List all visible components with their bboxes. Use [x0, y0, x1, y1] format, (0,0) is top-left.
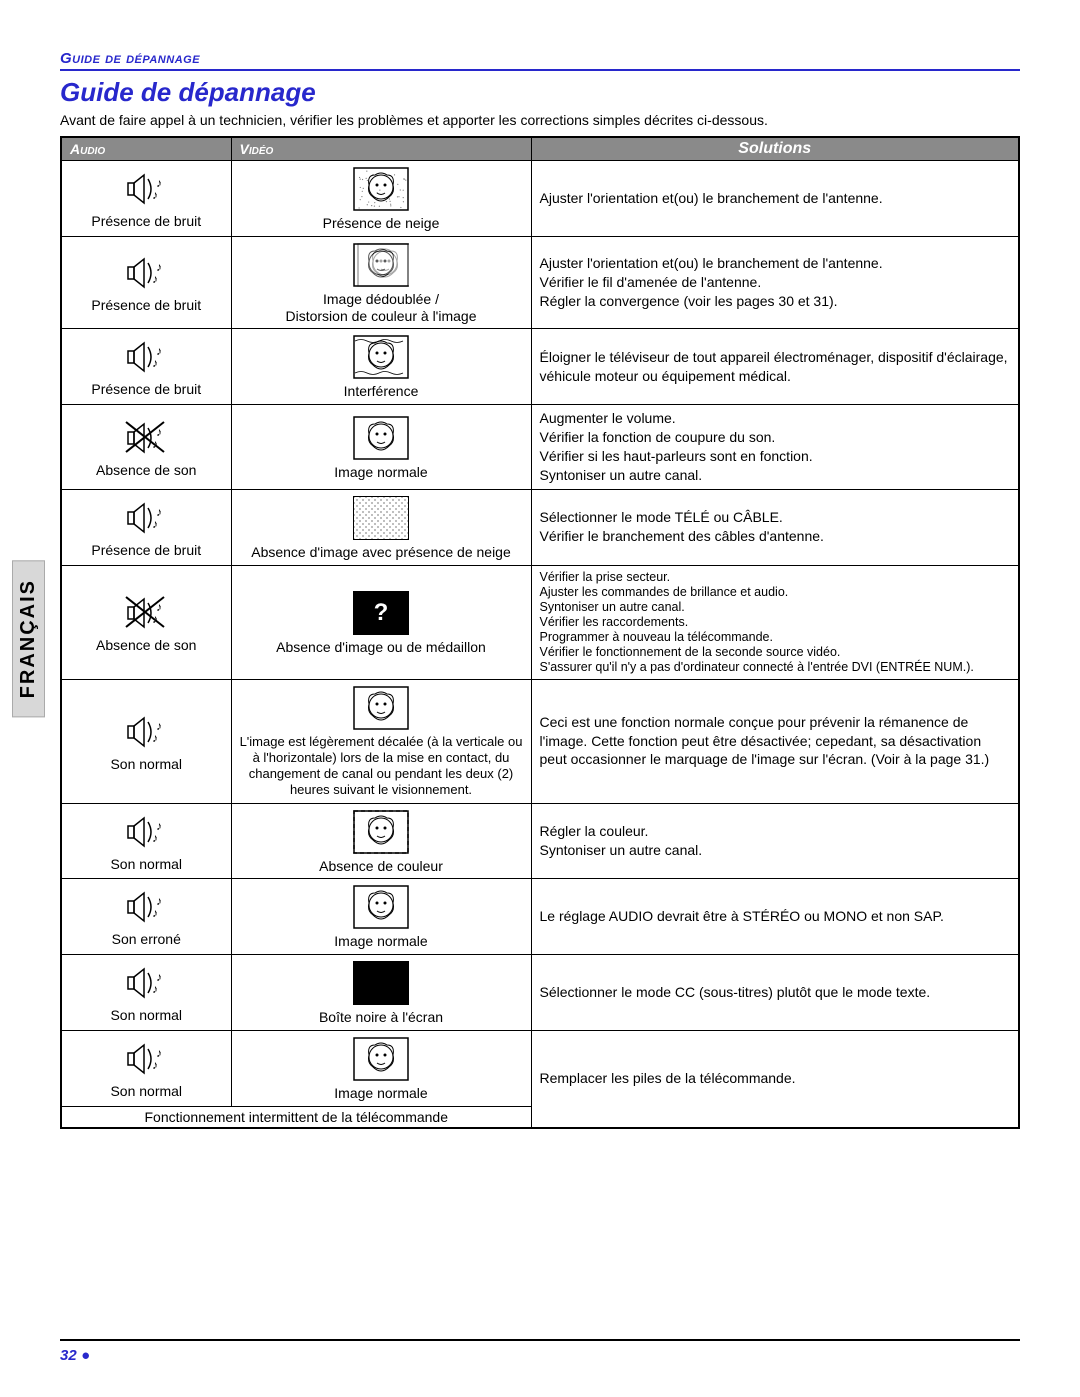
video-cell: Image normale — [231, 879, 531, 955]
video-label: Absence de couleur — [236, 858, 527, 875]
footer-bullet: ● — [81, 1347, 90, 1364]
solution-cell: Régler la couleur.Syntoniser un autre ca… — [531, 803, 1019, 879]
page-number: 32 — [60, 1347, 77, 1364]
table-row: Son normal L'image est légèrement décalée… — [61, 679, 1019, 803]
solution-cell: Augmenter le volume.Vérifier la fonction… — [531, 405, 1019, 490]
row-extra-label: Fonctionnement intermittent de la téléco… — [61, 1106, 531, 1128]
audio-cell: Son erroné — [61, 879, 231, 955]
solution-text: Éloigner le téléviseur de tout appareil … — [540, 348, 1011, 386]
solution-text: Augmenter le volume.Vérifier la fonction… — [540, 409, 1011, 485]
video-label: Absence d'image ou de médaillon — [236, 639, 527, 656]
audio-label: Son erroné — [66, 931, 227, 948]
solution-text: Sélectionner le mode CC (sous-titres) pl… — [540, 983, 1011, 1002]
audio-label: Absence de son — [66, 462, 227, 479]
video-cell: ?Absence d'image ou de médaillon — [231, 565, 531, 679]
audio-cell: Présence de bruit — [61, 329, 231, 405]
section-label: Guide de dépannage — [60, 50, 1020, 71]
table-row: Absence de son Image normale Augmenter le … — [61, 405, 1019, 490]
troubleshooting-table: Audio Vidéo Solutions Présence de bruitP… — [60, 136, 1020, 1129]
video-cell: Interférence — [231, 329, 531, 405]
table-row: Son normal Absence de couleur Régler la co… — [61, 803, 1019, 879]
solution-cell: Sélectionner le mode CC (sous-titres) pl… — [531, 955, 1019, 1031]
video-cell: Image normale — [231, 405, 531, 490]
table-row: Présence de bruit Absence d'image avec pr… — [61, 489, 1019, 565]
video-label: Image normale — [236, 1085, 527, 1102]
video-cell: Absence d'image avec présence de neige — [231, 489, 531, 565]
audio-cell: Son normal — [61, 955, 231, 1031]
audio-label: Présence de bruit — [66, 381, 227, 398]
solution-text: Vérifier la prise secteur.Ajuster les co… — [540, 570, 1011, 675]
video-cell: Image dédoublée /Distorsion de couleur à… — [231, 236, 531, 329]
audio-label: Son normal — [66, 1083, 227, 1100]
audio-label: Son normal — [66, 756, 227, 773]
audio-cell: Absence de son — [61, 405, 231, 490]
solution-text: Régler la couleur.Syntoniser un autre ca… — [540, 822, 1011, 860]
audio-cell: Présence de bruit — [61, 236, 231, 329]
page-title: Guide de dépannage — [60, 77, 1020, 108]
video-cell: Absence de couleur — [231, 803, 531, 879]
col-header-video: Vidéo — [231, 137, 531, 161]
col-header-solutions: Solutions — [531, 137, 1019, 161]
table-row: Absence de son?Absence d'image ou de méd… — [61, 565, 1019, 679]
audio-cell: Son normal — [61, 803, 231, 879]
audio-cell: Absence de son — [61, 565, 231, 679]
video-label: Image normale — [236, 464, 527, 481]
video-label: L'image est légèrement décalée (à la ver… — [236, 734, 527, 799]
solution-cell: Sélectionner le mode TÉLÉ ou CÂBLE.Vérif… — [531, 489, 1019, 565]
audio-label: Absence de son — [66, 637, 227, 654]
video-label: Présence de neige — [236, 215, 527, 232]
solution-text: Ceci est une fonction normale conçue pou… — [540, 713, 1011, 770]
audio-cell: Son normal — [61, 679, 231, 803]
col-header-audio: Audio — [61, 137, 231, 161]
audio-label: Présence de bruit — [66, 213, 227, 230]
audio-label: Présence de bruit — [66, 542, 227, 559]
solution-text: Ajuster l'orientation et(ou) le branchem… — [540, 189, 1011, 208]
intro-text: Avant de faire appel à un technicien, vé… — [60, 112, 1020, 128]
audio-cell: Son normal — [61, 1030, 231, 1106]
solution-cell: Éloigner le téléviseur de tout appareil … — [531, 329, 1019, 405]
audio-cell: Présence de bruit — [61, 161, 231, 237]
solution-text: Sélectionner le mode TÉLÉ ou CÂBLE.Vérif… — [540, 508, 1011, 546]
solution-cell: Vérifier la prise secteur.Ajuster les co… — [531, 565, 1019, 679]
video-label: Interférence — [236, 383, 527, 400]
video-label: Absence d'image avec présence de neige — [236, 544, 527, 561]
audio-cell: Présence de bruit — [61, 489, 231, 565]
solution-text: Remplacer les piles de la télécommande. — [540, 1069, 1011, 1088]
video-cell: Boîte noire à l'écran — [231, 955, 531, 1031]
video-cell: L'image est légèrement décalée (à la ver… — [231, 679, 531, 803]
solution-text: Le réglage AUDIO devrait être à STÉRÉO o… — [540, 907, 1011, 926]
audio-label: Son normal — [66, 856, 227, 873]
video-label: Image normale — [236, 933, 527, 950]
table-row: Présence de bruit Présence de neige Ajuste… — [61, 161, 1019, 237]
solution-text: Ajuster l'orientation et(ou) le branchem… — [540, 254, 1011, 311]
video-label: Boîte noire à l'écran — [236, 1009, 527, 1026]
solution-cell: Le réglage AUDIO devrait être à STÉRÉO o… — [531, 879, 1019, 955]
solution-cell: Ajuster l'orientation et(ou) le branchem… — [531, 161, 1019, 237]
table-row: Présence de bruit Interférence Éloigner le… — [61, 329, 1019, 405]
language-tab: FRANÇAIS — [12, 560, 45, 717]
solution-cell: Ajuster l'orientation et(ou) le branchem… — [531, 236, 1019, 329]
page-footer: 32 ● — [60, 1339, 1020, 1365]
table-row: Son normal Image normale Remplacer les pil… — [61, 1030, 1019, 1106]
video-label: Image dédoublée /Distorsion de couleur à… — [236, 291, 527, 325]
solution-cell: Remplacer les piles de la télécommande. — [531, 1030, 1019, 1127]
solution-cell: Ceci est une fonction normale conçue pou… — [531, 679, 1019, 803]
video-cell: Présence de neige — [231, 161, 531, 237]
video-cell: Image normale — [231, 1030, 531, 1106]
table-row: Son normal Boîte noire à l'écran Sélection… — [61, 955, 1019, 1031]
audio-label: Présence de bruit — [66, 297, 227, 314]
table-row: Présence de bruit Image dédoublée /Distor… — [61, 236, 1019, 329]
table-row: Son erroné Image normale Le réglage AUDIO … — [61, 879, 1019, 955]
audio-label: Son normal — [66, 1007, 227, 1024]
